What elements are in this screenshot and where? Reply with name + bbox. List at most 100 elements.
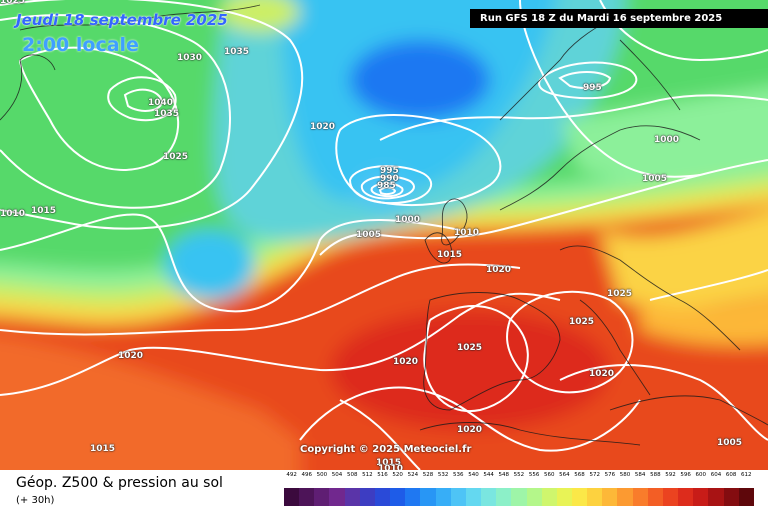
z500-color-scale: 492 496 500 504 508 512 516 520 524 528 532 536 540 5… <box>284 472 754 510</box>
scale-tick-label: 580 <box>619 472 631 478</box>
scale-color-cell <box>556 488 572 506</box>
isobar-label: 1005 <box>356 230 382 240</box>
scale-tick-label: 492 <box>286 472 297 478</box>
scale-tick-label: 508 <box>346 472 358 478</box>
scale-color-cell <box>678 488 694 506</box>
weather-map: Jeudi 18 septembre 2025 2:00 locale Run … <box>0 0 768 470</box>
isobar-label: 1040 <box>148 98 174 108</box>
scale-color-cell <box>359 488 375 506</box>
scale-tick-label: 528 <box>422 472 434 478</box>
scale-bar <box>284 488 754 506</box>
isobar-label: 1010 <box>378 464 404 470</box>
isobar-label: 1005 <box>717 438 743 448</box>
isobar-label: 1025 <box>0 0 26 6</box>
forecast-lead-time: (+ 30h) <box>16 495 55 506</box>
isobar-label: 1020 <box>310 122 336 132</box>
scale-color-cell <box>617 488 633 506</box>
scale-color-cell <box>632 488 648 506</box>
scale-tick-label: 572 <box>589 472 600 478</box>
isobar-label: 1020 <box>393 357 419 367</box>
copyright-notice: Copyright © 2025 Meteociel.fr <box>300 444 472 455</box>
map-footer: Géop. Z500 & pression au sol (+ 30h) 492… <box>0 470 768 512</box>
scale-tick-label: 516 <box>377 472 388 478</box>
isobar-label: 985 <box>377 181 396 191</box>
scale-color-cell <box>390 488 406 506</box>
scale-color-cell <box>450 488 466 506</box>
scale-tick-label: 576 <box>604 472 616 478</box>
geopotential-field <box>0 0 768 470</box>
scale-color-cell <box>723 488 739 506</box>
isobar-lines <box>0 0 768 470</box>
isobar-label: 1020 <box>118 351 144 361</box>
scale-color-cell <box>465 488 482 506</box>
isobar-label: 1020 <box>486 265 512 275</box>
isobar-label: 1015 <box>437 250 463 260</box>
isobar-label: 1015 <box>90 444 116 454</box>
isobar-label: 990 <box>380 174 399 184</box>
run-info-banner: Run GFS 18 Z du Mardi 16 septembre 2025 <box>470 9 768 28</box>
scale-color-cell <box>329 488 345 506</box>
scale-color-cell <box>284 488 300 506</box>
scale-tick-label: 536 <box>453 472 464 478</box>
scale-tick-label: 596 <box>680 472 691 478</box>
scale-tick-label: 592 <box>665 472 676 478</box>
isobar-label: 1015 <box>31 206 57 216</box>
scale-color-cell <box>587 488 603 506</box>
map-title: Géop. Z500 & pression au sol <box>16 475 223 491</box>
scale-tick-label: 588 <box>650 472 661 478</box>
scale-tick-label: 556 <box>528 472 540 478</box>
scale-color-cell <box>526 488 542 506</box>
isobar-label: 1015 <box>376 458 402 468</box>
scale-tick-label: 544 <box>483 472 494 478</box>
scale-tick-label: 496 <box>301 472 312 478</box>
isobar-label: 1020 <box>589 369 615 379</box>
scale-tick-label: 608 <box>725 472 737 478</box>
isobar-label: 995 <box>380 166 399 176</box>
scale-tick-label: 540 <box>468 472 479 478</box>
scale-color-cell <box>541 488 557 506</box>
isobar-label: 1025 <box>163 152 189 162</box>
scale-labels: 492 496 500 504 508 512 516 520 524 528 532 536 540 5… <box>284 472 754 482</box>
isobar-label: 1010 <box>454 228 480 238</box>
scale-tick-label: 552 <box>513 472 525 478</box>
isobar-label: 1035 <box>224 47 250 57</box>
scale-tick-label: 504 <box>331 472 343 478</box>
scale-color-cell <box>481 488 497 506</box>
scale-color-cell <box>571 488 588 506</box>
scale-tick-label: 524 <box>407 472 419 478</box>
scale-tick-label: 560 <box>543 472 555 478</box>
scale-color-cell <box>662 488 679 506</box>
scale-color-cell <box>496 488 512 506</box>
scale-color-cell <box>435 488 451 506</box>
scale-color-cell <box>693 488 709 506</box>
isobar-label: 995 <box>583 83 602 93</box>
scale-color-cell <box>738 488 754 506</box>
scale-tick-label: 520 <box>392 472 403 478</box>
scale-tick-label: 548 <box>498 472 510 478</box>
scale-color-cell <box>299 488 315 506</box>
scale-color-cell <box>405 488 421 506</box>
scale-color-cell <box>314 488 330 506</box>
isobar-label: 1025 <box>569 317 595 327</box>
isobar-label: 1025 <box>607 289 633 299</box>
isobar-label: 1020 <box>457 425 483 435</box>
scale-tick-label: 612 <box>741 472 752 478</box>
isobar-label: 1000 <box>654 135 680 145</box>
scale-tick-label: 600 <box>695 472 707 478</box>
scale-tick-label: 584 <box>634 472 646 478</box>
isobar-label: 1005 <box>642 174 668 184</box>
isobar-label: 1000 <box>395 215 421 225</box>
scale-tick-label: 532 <box>437 472 449 478</box>
forecast-time: 2:00 locale <box>22 34 139 56</box>
scale-color-cell <box>602 488 618 506</box>
scale-color-cell <box>511 488 527 506</box>
scale-tick-label: 604 <box>710 472 722 478</box>
forecast-date: Jeudi 18 septembre 2025 <box>16 11 228 29</box>
scale-color-cell <box>344 488 360 506</box>
isobar-label: 1035 <box>154 109 180 119</box>
scale-tick-label: 500 <box>316 472 328 478</box>
coastlines <box>0 4 768 446</box>
isobar-label: 1030 <box>177 53 203 63</box>
scale-tick-label: 564 <box>559 472 570 478</box>
isobar-label: 1025 <box>457 343 483 353</box>
